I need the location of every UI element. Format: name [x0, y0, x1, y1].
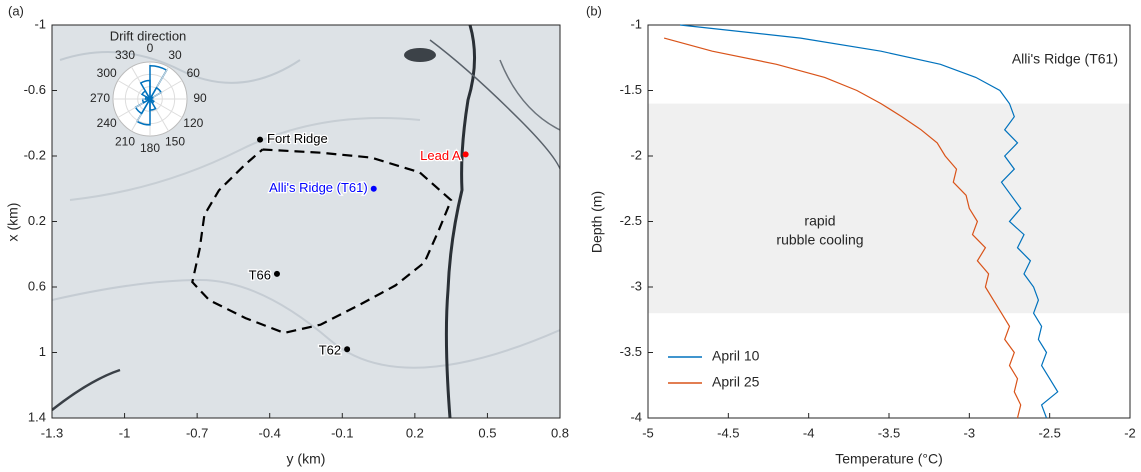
- y-tick-label: 1.4: [28, 409, 46, 424]
- rose-angle-label: 180: [140, 141, 160, 155]
- rose-angle-label: 60: [187, 66, 201, 80]
- y-tick-label: -2: [630, 147, 642, 162]
- rose-angle-label: 330: [115, 48, 135, 62]
- y-tick-label: -3.5: [620, 344, 642, 359]
- series-line: [663, 37, 1022, 419]
- rose-angle-label: 240: [97, 116, 117, 130]
- y-tick-label: -2.5: [620, 213, 642, 228]
- x-tick-label: 0.2: [406, 425, 424, 440]
- rose-angle-label: 0: [147, 41, 154, 55]
- rose-angle-label: 150: [165, 134, 185, 148]
- y-tick-label: 1: [39, 344, 46, 359]
- rose-spoke: [149, 98, 183, 118]
- rose-title: Drift direction: [110, 28, 187, 43]
- x-tick-label: -1: [119, 425, 131, 440]
- point-label: Fort Ridge: [267, 131, 328, 146]
- panel-label: (b): [586, 3, 602, 18]
- point-label: T62: [319, 343, 341, 358]
- x-tick-label: 0.8: [551, 425, 569, 440]
- point: [273, 270, 280, 277]
- x-tick-label: -0.1: [331, 425, 353, 440]
- x-tick-label: -0.7: [186, 425, 208, 440]
- point: [370, 185, 377, 192]
- point: [257, 136, 264, 143]
- annotation: Alli's Ridge (T61): [1012, 51, 1118, 67]
- legend-label: April 25: [712, 374, 760, 390]
- y-tick-label: -3: [630, 278, 642, 293]
- y-tick-label: -1: [630, 16, 642, 31]
- point-label: Lead A: [420, 148, 461, 163]
- band-label: rapid: [804, 213, 835, 229]
- rose-petal: [139, 79, 151, 102]
- series-line: [680, 24, 1059, 419]
- point: [344, 346, 351, 353]
- x-tick-label: -3.5: [878, 425, 900, 440]
- rose-angle-label: 270: [90, 91, 110, 105]
- rose-spoke: [149, 80, 183, 100]
- x-axis-label: y (km): [287, 451, 326, 467]
- x-axis-label: Temperature (°C): [835, 451, 943, 467]
- panel-label: (a): [8, 3, 24, 18]
- ridge-outline: [191, 148, 453, 335]
- point-label: T66: [249, 267, 271, 282]
- rose-angle-label: 210: [115, 134, 135, 148]
- x-tick-label: -0.4: [259, 425, 281, 440]
- x-tick-label: -2.5: [1038, 425, 1060, 440]
- x-tick-label: -1.3: [41, 425, 63, 440]
- shaded-band: [648, 103, 1130, 314]
- y-tick-label: -4: [630, 409, 642, 424]
- point-label: Alli's Ridge (T61): [269, 180, 368, 195]
- band-label: rubble cooling: [776, 232, 863, 248]
- point: [462, 151, 469, 158]
- y-tick-label: -1: [34, 16, 46, 31]
- rose-angle-label: 30: [168, 48, 182, 62]
- x-tick-label: -3: [964, 425, 976, 440]
- rose-angle-label: 90: [193, 91, 207, 105]
- rose-angle-label: 300: [97, 66, 117, 80]
- x-tick-label: -4: [803, 425, 815, 440]
- rose-angle-label: 120: [183, 116, 203, 130]
- y-tick-label: 0.6: [28, 278, 46, 293]
- y-tick-label: -0.2: [24, 147, 46, 162]
- x-tick-label: 0.5: [478, 425, 496, 440]
- y-tick-label: -0.6: [24, 82, 46, 97]
- x-tick-label: -5: [642, 425, 654, 440]
- y-axis-label: Depth (m): [589, 191, 605, 253]
- x-tick-label: -4.5: [717, 425, 739, 440]
- legend-label: April 10: [712, 348, 760, 364]
- y-tick-label: -1.5: [620, 82, 642, 97]
- y-axis-label: x (km): [5, 203, 21, 242]
- x-tick-label: -2: [1124, 425, 1136, 440]
- y-tick-label: 0.2: [28, 213, 46, 228]
